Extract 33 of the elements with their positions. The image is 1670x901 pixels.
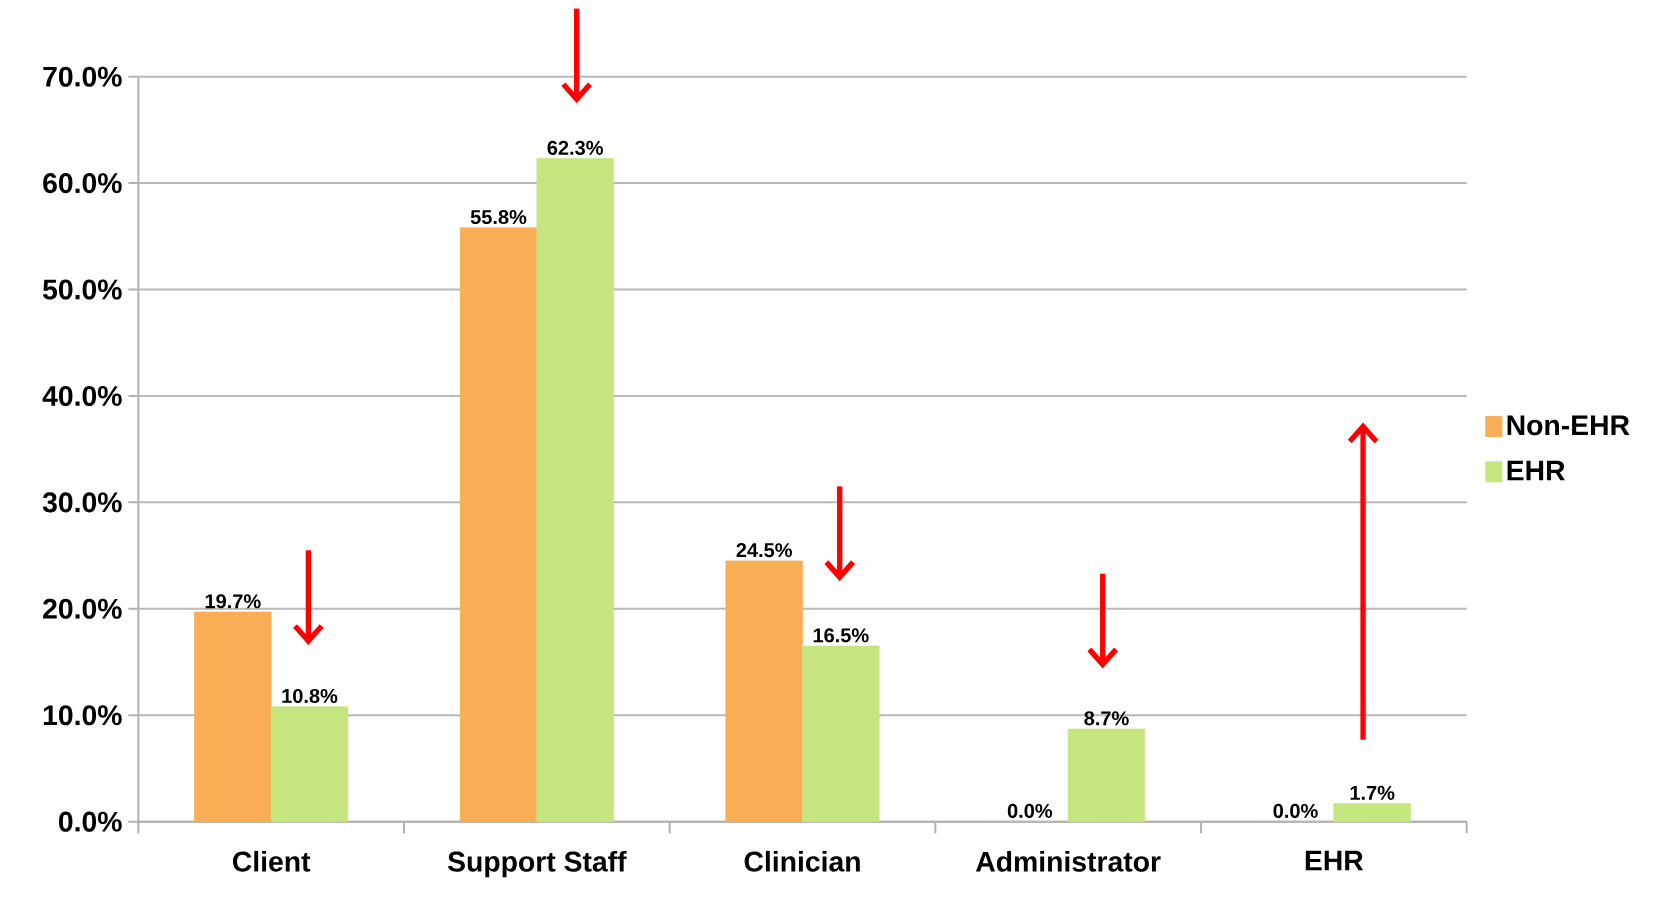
y-tick-label: 0.0%: [59, 811, 122, 832]
x-tick-label: Administrator: [976, 850, 1161, 872]
data-label: 1.7%: [1350, 785, 1395, 800]
data-label: 19.7%: [205, 594, 261, 609]
data-label: 8.7%: [1084, 711, 1129, 726]
y-tick-label: 10.0%: [43, 705, 122, 726]
y-tick-label: 30.0%: [42, 492, 122, 513]
x-tick-label: Clinician: [744, 850, 860, 872]
bar: [1067, 728, 1146, 822]
y-tick-label: 60.0%: [43, 173, 122, 194]
legend-label: Non-EHR: [1507, 415, 1630, 436]
bar: [536, 158, 614, 822]
bar: [459, 227, 538, 822]
x-tick-label: Support Staff: [447, 850, 627, 878]
data-label: 0.0%: [1007, 803, 1053, 818]
bar: [270, 706, 349, 822]
y-tick-label: 50.0%: [42, 279, 122, 300]
data-label: 55.8%: [470, 209, 527, 225]
legend-label: EHR: [1507, 460, 1565, 481]
data-label: 24.5%: [736, 543, 792, 558]
y-tick-label: 70.0%: [43, 66, 122, 87]
x-tick-label: EHR: [1305, 850, 1364, 871]
x-tick-label: Client: [232, 850, 311, 872]
bar: [802, 645, 880, 822]
bar: [725, 560, 803, 822]
data-label: 0.0%: [1273, 803, 1318, 818]
y-tick-label: 40.0%: [42, 385, 122, 406]
bar: [1333, 803, 1411, 822]
y-tick-label: 20.0%: [43, 598, 122, 619]
bar: [194, 611, 272, 822]
data-label: 62.3%: [547, 140, 603, 155]
data-label: 10.8%: [282, 688, 338, 704]
data-label: 16.5%: [813, 628, 869, 643]
